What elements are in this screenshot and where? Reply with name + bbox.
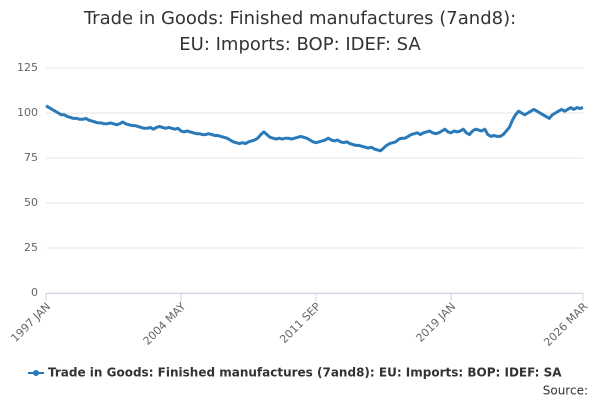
y-tick-label: 100 — [17, 106, 38, 119]
y-tick-label: 25 — [24, 241, 38, 254]
x-tick-label: 2019 JAN — [414, 300, 459, 345]
y-tick-label: 50 — [24, 196, 38, 209]
y-tick-label: 125 — [17, 61, 38, 74]
source: Source: — [543, 384, 588, 398]
x-tick-label: 2026 MAR — [541, 300, 590, 349]
x-tick-label: 1997 JAN — [8, 300, 53, 345]
series-line — [45, 104, 584, 153]
chart-title: Trade in Goods: Finished manufactures (7… — [83, 8, 517, 55]
x-tick-label: 2011 SEP — [277, 300, 323, 346]
y-tick-label: 0 — [31, 286, 38, 299]
legend-label: Trade in Goods: Finished manufactures (7… — [48, 366, 562, 380]
legend-marker — [33, 370, 39, 376]
x-tick-label: 2004 MAY — [141, 300, 189, 348]
y-tick-label: 75 — [24, 151, 38, 164]
